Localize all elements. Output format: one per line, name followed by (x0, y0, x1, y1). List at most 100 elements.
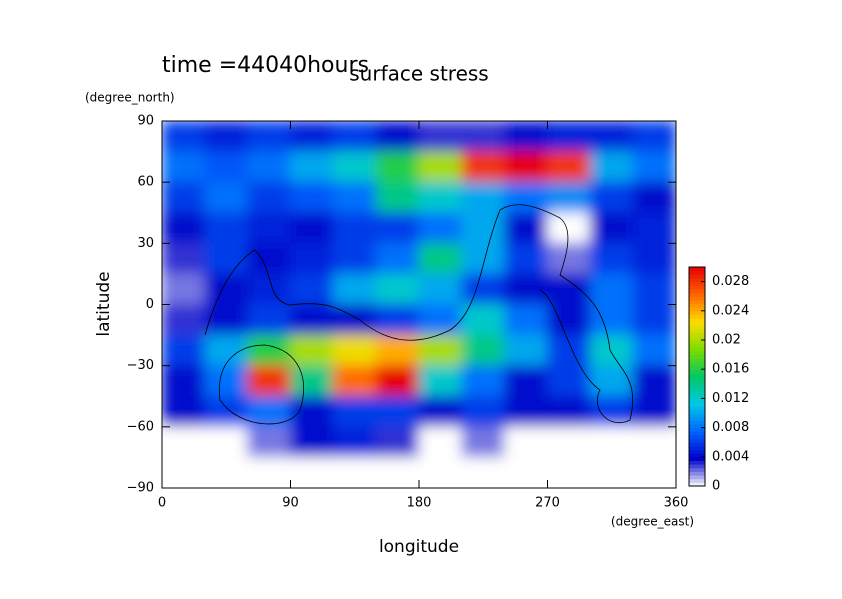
field-cell (247, 181, 291, 214)
field-cell (375, 212, 420, 244)
field-cell (504, 426, 548, 458)
field-cell (332, 426, 377, 458)
colorbar-step (689, 332, 705, 337)
colorbar-step (689, 482, 705, 487)
colorbar-step (689, 380, 705, 385)
field-cell (375, 242, 420, 275)
field-cell (204, 181, 249, 214)
field-cell (547, 273, 591, 305)
colorbar-step (689, 449, 705, 454)
field-cell (162, 334, 206, 367)
field-cell (461, 121, 506, 153)
field-cell (375, 151, 420, 183)
field-cell (547, 151, 591, 183)
field-cell (461, 395, 506, 428)
field-cell (461, 151, 506, 183)
colorbar-step (689, 285, 705, 290)
colorbar-step (689, 398, 705, 403)
field-cell (418, 395, 463, 428)
field-cell (162, 181, 206, 214)
field-cell (290, 395, 334, 428)
colorbar-step (689, 321, 705, 326)
y-tick-label: 0 (146, 297, 154, 312)
colorbar-step (689, 442, 705, 447)
field-cell (418, 334, 463, 367)
field-cell (204, 456, 249, 488)
colorbar: 0 0.004 0.008 0.012 0.016 0.02 0.024 0.028 (688, 266, 749, 494)
field-cell (290, 212, 334, 244)
colorbar-step (689, 296, 705, 301)
colorbar-tick-label: 0.012 (712, 391, 749, 406)
colorbar-step (689, 267, 705, 272)
field-cell (375, 365, 420, 397)
field-cell (418, 121, 463, 153)
colorbar-step (689, 303, 705, 308)
colorbar-step (689, 358, 705, 363)
field-cell (547, 212, 591, 244)
field-cell (162, 304, 206, 336)
colorbar-step (689, 460, 705, 465)
y-tick-label: −30 (127, 358, 154, 373)
field-cell (547, 121, 591, 153)
field-cell (589, 456, 634, 488)
field-cell (504, 334, 548, 367)
field-cell (632, 395, 676, 428)
field-cell (632, 365, 676, 397)
field-cell (247, 242, 291, 275)
field-cell (247, 304, 291, 336)
field-cell (632, 334, 676, 367)
field-cell (547, 395, 591, 428)
field-cell (632, 304, 676, 336)
colorbar-step (689, 423, 705, 429)
field-cell (589, 151, 634, 183)
field-cell (247, 151, 291, 183)
field-cell (162, 456, 206, 488)
x-tick-label: 180 (407, 496, 432, 511)
colorbar-step (689, 329, 705, 334)
field-cell (461, 334, 506, 367)
field-cell (375, 456, 420, 488)
colorbar-step (689, 478, 705, 483)
y-tick-label: −60 (127, 419, 154, 434)
field-cell (547, 365, 591, 397)
field-cell (162, 426, 206, 458)
field-cell (418, 151, 463, 183)
field-cell (290, 334, 334, 367)
coastline (204, 204, 634, 425)
colorbar-step (689, 431, 705, 436)
field-cell (247, 426, 291, 458)
colorbar-step (689, 288, 705, 294)
field-cell (547, 304, 591, 336)
field-cell (332, 273, 377, 305)
x-tick-label: 0 (158, 496, 166, 511)
field-cell (418, 242, 463, 275)
field-cell (589, 334, 634, 367)
field-cell (247, 212, 291, 244)
field-cell (290, 304, 334, 336)
colorbar-step (689, 314, 705, 319)
field-cell (332, 365, 377, 397)
field-cell (162, 212, 206, 244)
colorbar-tick-label: 0.02 (712, 333, 741, 348)
field-cell (418, 365, 463, 397)
field-cell (504, 395, 548, 428)
field-cell (504, 304, 548, 336)
field-cell (204, 304, 249, 336)
field-cell (162, 365, 206, 397)
field-cell (204, 151, 249, 183)
colorbar-step (689, 299, 705, 304)
field-cell (375, 273, 420, 305)
colorbar-tick-label: 0.024 (712, 303, 749, 318)
colorbar-step (689, 376, 705, 381)
field-cell (632, 151, 676, 183)
field-cell (547, 426, 591, 458)
colorbar-tick-label: 0.008 (712, 420, 749, 435)
field-cell (461, 426, 506, 458)
field-cell (375, 181, 420, 214)
field (162, 121, 676, 488)
field-cell (461, 456, 506, 488)
field-cell (290, 181, 334, 214)
field-cell (332, 151, 377, 183)
colorbar-step (689, 464, 705, 469)
